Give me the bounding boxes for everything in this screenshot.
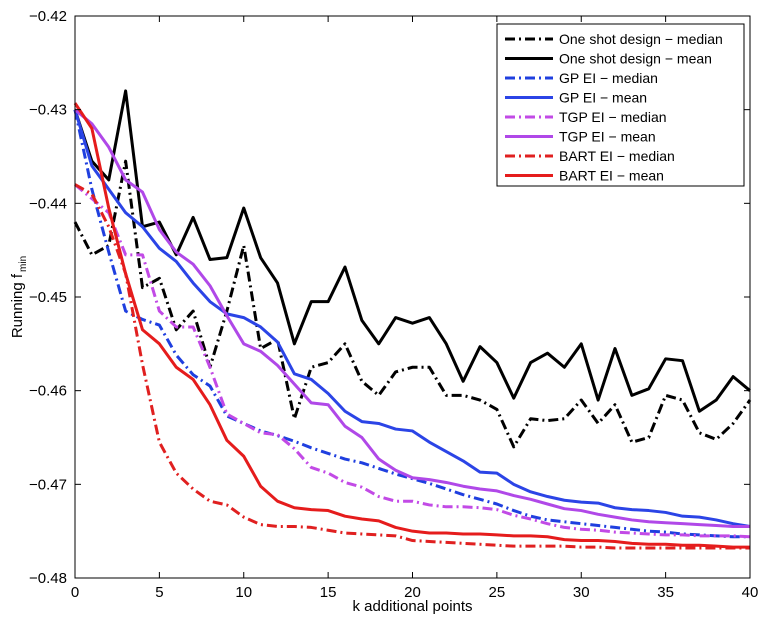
legend-label-2: One shot design − mean — [559, 51, 712, 67]
y-tick-label-0: −0.42 — [29, 8, 67, 25]
legend-label-1: One shot design − median — [559, 31, 723, 47]
series-line-2 — [73, 89, 751, 413]
legend-label-4: GP EI − mean — [559, 90, 647, 106]
y-axis-label-main: Running f — [9, 273, 26, 338]
x-axis-label: k additional points — [352, 598, 472, 615]
ticks-group — [74, 15, 751, 579]
y-tick-labels: −0.42 −0.43 −0.44 −0.45 −0.46 −0.47 −0.48 — [29, 8, 67, 587]
x-tick-label-0: 0 — [71, 584, 79, 601]
y-tick-label-3: −0.45 — [29, 289, 67, 306]
series-line-1 — [73, 159, 752, 449]
y-tick-label-6: −0.48 — [29, 570, 67, 587]
legend-label-8: BART EI − mean — [559, 168, 664, 184]
series-line-4 — [73, 109, 751, 528]
x-tick-label-2: 10 — [235, 584, 252, 601]
legend-label-7: BART EI − median — [559, 148, 675, 164]
x-tick-label-6: 30 — [573, 584, 590, 601]
x-tick-labels: 0 5 10 15 20 25 30 35 40 — [71, 584, 759, 601]
y-tick-label-4: −0.46 — [29, 383, 67, 400]
y-tick-label-2: −0.44 — [29, 195, 67, 212]
series-line-8 — [73, 102, 750, 549]
x-tick-label-4: 20 — [404, 584, 421, 601]
y-axis-label-subscript: min — [18, 256, 29, 272]
x-tick-label-7: 35 — [657, 584, 674, 601]
series-line-7 — [74, 183, 750, 550]
x-tick-label-8: 40 — [742, 584, 759, 601]
x-tick-label-3: 15 — [320, 584, 337, 601]
legend-box — [496, 23, 745, 187]
legend-entries: One shot design − median One shot design … — [505, 31, 723, 184]
y-axis-label: Running fmin — [9, 256, 29, 338]
x-tick-label-1: 5 — [155, 584, 163, 601]
series-line-5 — [74, 183, 751, 539]
series-line-6 — [74, 108, 750, 528]
series-group — [73, 89, 752, 550]
y-tick-label-5: −0.47 — [29, 476, 67, 493]
legend-label-5: TGP EI − median — [559, 109, 667, 125]
legend-label-6: TGP EI − mean — [559, 129, 656, 145]
y-tick-label-1: −0.43 — [29, 102, 67, 119]
x-tick-label-5: 25 — [489, 584, 506, 601]
legend: One shot design − median One shot design … — [496, 23, 745, 187]
legend-label-3: GP EI − median — [559, 70, 658, 86]
